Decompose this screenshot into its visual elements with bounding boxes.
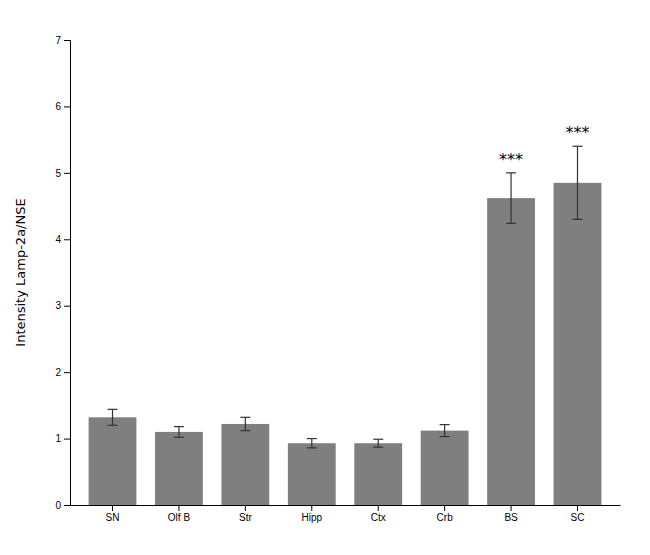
y-tick-label: 6 (55, 101, 61, 112)
y-tick: 3 (55, 300, 70, 311)
error-bar (440, 425, 450, 437)
y-axis-line (64, 41, 71, 506)
x-tick: SN (106, 505, 120, 523)
x-tick-mark (178, 505, 179, 511)
y-tick: 6 (55, 101, 70, 112)
x-tick: Crb (437, 505, 454, 523)
x-tick-label: Str (239, 512, 252, 523)
bar (89, 417, 137, 505)
x-tick-label: Ctx (371, 512, 386, 523)
x-tick: Olf B (168, 505, 191, 523)
x-tick-mark (577, 505, 578, 511)
chart: 0 1 2 3 4 5 6 7 SN Olf B Str Hipp Ctx Crb BS SC Intensit… (0, 0, 650, 555)
error-bar-line (440, 424, 450, 425)
x-tick-mark (511, 505, 512, 511)
y-tick-mark (64, 372, 70, 373)
x-tick: BS (504, 505, 518, 523)
x-tick-label: Olf B (168, 512, 191, 523)
bar (421, 431, 469, 505)
x-tick-mark (311, 505, 312, 511)
bar (288, 443, 336, 505)
x-tick-label: Hipp (301, 512, 322, 523)
x-tick: SC (571, 505, 585, 523)
y-tick-label: 4 (55, 234, 61, 245)
error-bar-line (108, 409, 118, 410)
x-tick-mark (112, 505, 113, 511)
y-tick-label: 2 (55, 367, 61, 378)
error-bar-line (240, 430, 250, 431)
x-tick-label: SN (106, 512, 120, 523)
x-tick-label: BS (504, 512, 518, 523)
error-bar-line (311, 439, 312, 448)
error-bar-line (510, 173, 511, 223)
error-bar-line (178, 427, 179, 438)
error-bar-line (572, 219, 582, 220)
error-bar-line (373, 447, 383, 448)
y-tick-label: 1 (55, 433, 61, 444)
error-bar-line (307, 447, 317, 448)
y-tick-label: 7 (55, 35, 61, 46)
y-axis: 0 1 2 3 4 5 6 7 (55, 35, 70, 511)
y-tick: 5 (55, 168, 70, 179)
y-axis-title: Intensity Lamp-2a/NSE (13, 198, 28, 346)
error-bar-line (112, 409, 113, 425)
y-tick-mark (64, 239, 70, 240)
marks (89, 146, 602, 505)
error-bar (174, 427, 184, 438)
x-tick-mark (444, 505, 445, 511)
error-bar-line (245, 417, 246, 430)
error-bar (506, 173, 516, 223)
y-tick-mark (64, 40, 70, 41)
error-bar-line (506, 223, 516, 224)
x-tick-label: SC (571, 512, 585, 523)
y-tick-label: 5 (55, 168, 61, 179)
error-bar-line (174, 437, 184, 438)
error-bar (572, 146, 582, 219)
error-bar (108, 409, 118, 425)
bar (155, 432, 203, 505)
x-tick: Str (239, 505, 252, 523)
plot: 0 1 2 3 4 5 6 7 SN Olf B Str Hipp Ctx Crb BS SC Intensit… (13, 35, 621, 523)
annotations: *** *** (499, 123, 589, 169)
y-tick: 4 (55, 234, 70, 245)
bar (354, 443, 402, 505)
error-bar (307, 439, 317, 448)
y-tick-label: 3 (55, 300, 61, 311)
error-bar-line (378, 439, 379, 447)
error-bar-line (174, 426, 184, 427)
error-bar-line (240, 417, 250, 418)
y-tick-mark (64, 306, 70, 307)
error-bar-line (506, 172, 516, 173)
annotation: *** (499, 150, 523, 169)
error-bar (240, 417, 250, 430)
x-tick-mark (245, 505, 246, 511)
x-tick: Ctx (371, 505, 386, 523)
x-axis-line (71, 505, 621, 506)
x-tick-mark (378, 505, 379, 511)
y-tick-mark (64, 439, 70, 440)
error-bar-line (440, 436, 450, 437)
y-tick-label: 0 (55, 500, 61, 511)
error-bar-line (108, 425, 118, 426)
error-bar-line (444, 425, 445, 437)
x-tick-label: Crb (437, 512, 454, 523)
y-tick-mark (64, 505, 70, 506)
y-tick: 0 (55, 500, 70, 511)
y-tick-mark (64, 173, 70, 174)
error-bar (373, 439, 383, 447)
bar (221, 424, 269, 505)
y-tick: 7 (55, 35, 70, 46)
error-bar-line (577, 146, 578, 219)
x-axis: SN Olf B Str Hipp Ctx Crb BS SC (71, 505, 621, 523)
bar (487, 198, 535, 505)
y-tick: 1 (55, 433, 70, 444)
annotation: *** (565, 123, 589, 142)
y-tick: 2 (55, 367, 70, 378)
x-tick: Hipp (301, 505, 322, 523)
y-tick-mark (64, 106, 70, 107)
error-bar-line (373, 439, 383, 440)
error-bar-line (307, 438, 317, 439)
error-bar-line (572, 146, 582, 147)
bar (554, 183, 602, 505)
